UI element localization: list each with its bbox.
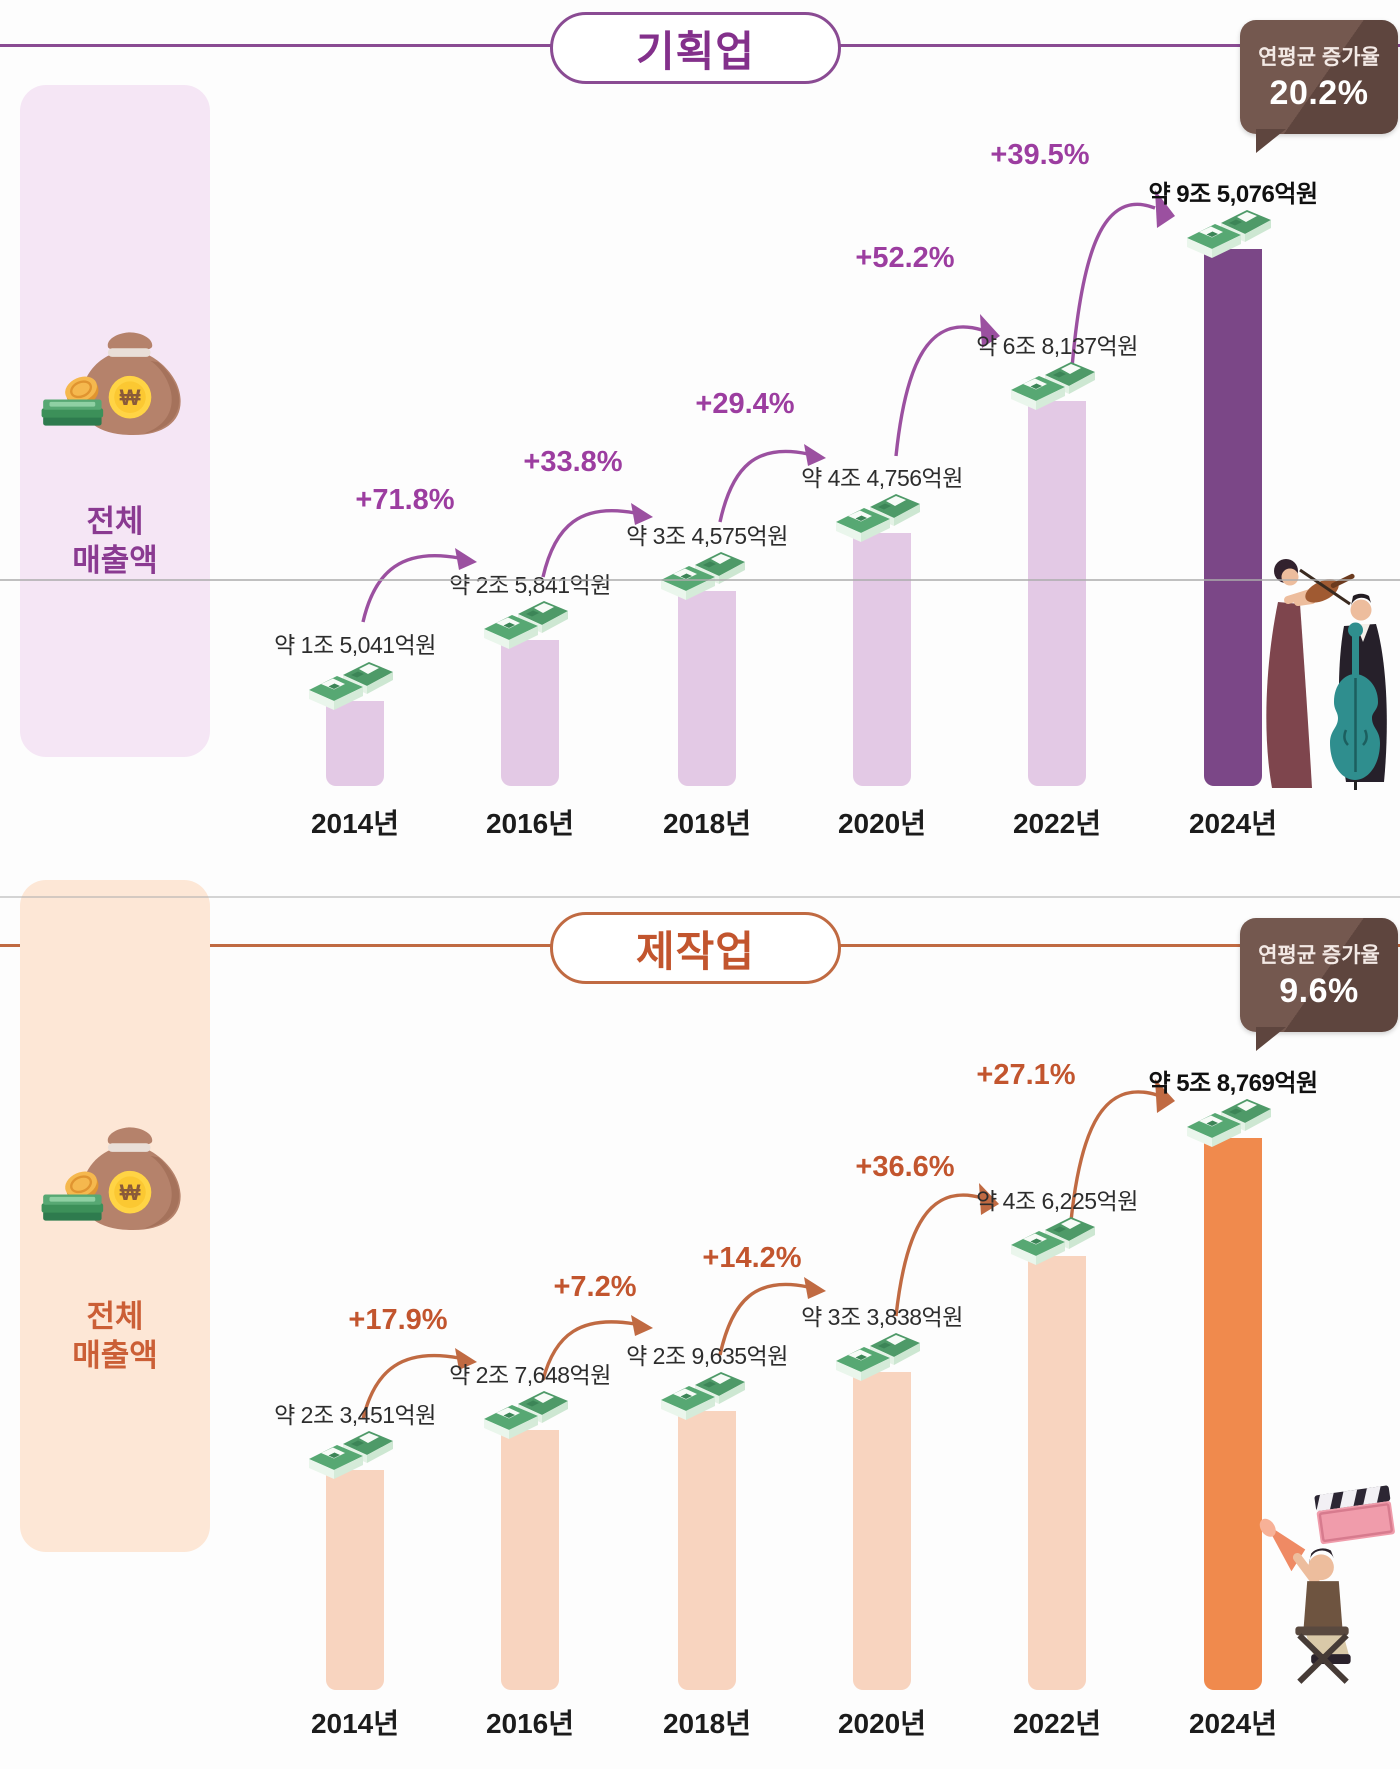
- cash-stack-icon: [307, 1428, 395, 1482]
- bar-2016: [501, 640, 559, 786]
- x-axis-label: 2022년: [1012, 808, 1102, 839]
- value-label: 약 2조 9,635억원: [626, 1343, 788, 1369]
- value-label: 약 1조 5,041억원: [274, 632, 436, 658]
- x-axis-label: 2024년: [1188, 808, 1278, 839]
- bar-2024: [1204, 249, 1262, 786]
- x-axis-label: 2014년: [310, 1708, 400, 1739]
- panel-label: 전체 매출액: [20, 503, 210, 581]
- panel-label: 전체 매출액: [20, 1298, 210, 1376]
- page-split-line: [0, 579, 1400, 581]
- cash-stack-icon: [834, 1330, 922, 1384]
- cagr-badge-value: 20.2%: [1269, 74, 1369, 112]
- panel-label-line2: 매출액: [72, 1337, 158, 1373]
- money-bag-icon: [40, 1114, 190, 1234]
- cagr-badge: 연평균 증가율 9.6%: [1240, 918, 1398, 1051]
- value-label-final: 약 9조 5,076억원: [1148, 181, 1318, 208]
- money-bag-icon: [40, 319, 190, 439]
- cagr-badge-label: 연평균 증가율: [1258, 46, 1380, 69]
- musicians-illustration: [1248, 550, 1398, 790]
- cagr-badge-value: 9.6%: [1279, 972, 1359, 1010]
- growth-rate-label: +36.6%: [855, 1151, 955, 1183]
- growth-rate-label: +33.8%: [523, 446, 623, 478]
- x-axis-label: 2018년: [662, 808, 752, 839]
- value-label: 약 2조 3,451억원: [274, 1402, 436, 1428]
- value-label: 약 2조 5,841억원: [449, 572, 611, 598]
- growth-arrow-icon: [361, 548, 477, 623]
- growth-rate-label: +29.4%: [695, 388, 795, 420]
- cagr-badge-label: 연평균 증가율: [1258, 944, 1380, 967]
- bar-2014: [326, 701, 384, 786]
- section-divider-line: [0, 896, 1400, 898]
- cash-stack-icon: [482, 598, 570, 652]
- title-pill: 제작업: [550, 912, 841, 984]
- growth-arrow-icon: [718, 1277, 826, 1356]
- cagr-badge: 연평균 증가율 20.2%: [1240, 20, 1398, 153]
- bar-2024: [1204, 1138, 1262, 1690]
- panel-label-line1: 전체: [86, 1299, 144, 1334]
- growth-arrow-icon: [894, 314, 1000, 457]
- growth-arrow-icon: [361, 1348, 477, 1420]
- total-revenue-panel: 전체 매출액: [20, 85, 210, 757]
- bar-2018: [678, 591, 736, 786]
- growth-rate-label: +39.5%: [990, 139, 1090, 171]
- growth-rate-label: +27.1%: [976, 1059, 1076, 1091]
- bar-2016: [501, 1430, 559, 1690]
- growth-arrow-icon: [1069, 1079, 1175, 1222]
- x-axis-label: 2020년: [837, 1708, 927, 1739]
- cash-stack-icon: [1185, 1096, 1273, 1150]
- growth-arrow-icon: [541, 1315, 653, 1381]
- growth-arrow-icon: [894, 1183, 999, 1317]
- growth-rate-label: +17.9%: [348, 1304, 448, 1336]
- value-label: 약 4조 4,756억원: [801, 465, 963, 491]
- total-revenue-panel: 전체 매출액: [20, 880, 210, 1552]
- film-director-illustration: [1250, 1482, 1398, 1690]
- value-label: 약 6조 8,137억원: [976, 333, 1138, 359]
- title-pill: 기획업: [550, 12, 841, 84]
- value-label: 약 3조 3,838억원: [801, 1304, 963, 1330]
- bar-2022: [1028, 401, 1086, 786]
- value-label: 약 2조 7,648억원: [449, 1362, 611, 1388]
- x-axis-label: 2018년: [662, 1708, 752, 1739]
- cash-stack-icon: [482, 1388, 570, 1442]
- x-axis-label: 2020년: [837, 808, 927, 839]
- cash-stack-icon: [1185, 207, 1273, 261]
- bar-2020: [853, 533, 911, 786]
- growth-rate-label: +52.2%: [855, 242, 955, 274]
- growth-arrow-icon: [1069, 190, 1175, 381]
- cash-stack-icon: [659, 549, 747, 603]
- panel-label-line2: 매출액: [72, 542, 158, 578]
- cash-stack-icon: [1009, 1214, 1097, 1268]
- value-label: 약 3조 4,575억원: [626, 523, 788, 549]
- bar-2018: [678, 1411, 736, 1690]
- speech-bubble-tail: [1256, 129, 1286, 153]
- cash-stack-icon: [1009, 359, 1097, 413]
- growth-arrow-icon: [718, 444, 826, 523]
- panel-label-line1: 전체: [86, 504, 144, 539]
- value-label: 약 4조 6,225억원: [976, 1188, 1138, 1214]
- growth-rate-label: +7.2%: [553, 1271, 637, 1303]
- section-title: 기획업: [636, 27, 755, 75]
- bar-2020: [853, 1372, 911, 1690]
- x-axis-label: 2016년: [485, 1708, 575, 1739]
- growth-arrow-icon: [541, 503, 653, 578]
- cash-stack-icon: [834, 491, 922, 545]
- cash-stack-icon: [659, 1369, 747, 1423]
- section-title: 제작업: [636, 927, 755, 975]
- cash-stack-icon: [307, 659, 395, 713]
- x-axis-label: 2024년: [1188, 1708, 1278, 1739]
- growth-rate-label: +14.2%: [702, 1242, 802, 1274]
- bar-2022: [1028, 1256, 1086, 1690]
- growth-rate-label: +71.8%: [355, 484, 455, 516]
- x-axis-label: 2022년: [1012, 1708, 1102, 1739]
- bar-2014: [326, 1470, 384, 1690]
- value-label-final: 약 5조 8,769억원: [1148, 1070, 1318, 1097]
- speech-bubble-tail: [1256, 1027, 1286, 1051]
- x-axis-label: 2014년: [310, 808, 400, 839]
- x-axis-label: 2016년: [485, 808, 575, 839]
